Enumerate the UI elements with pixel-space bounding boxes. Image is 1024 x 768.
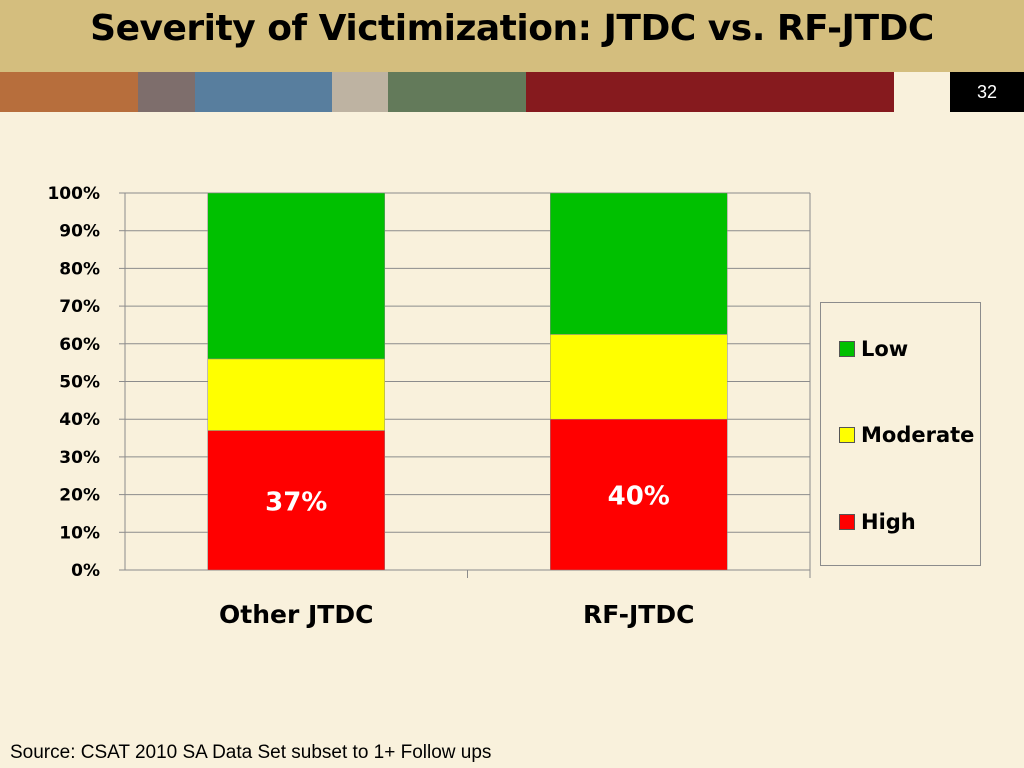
x-category-label: Other JTDC [219, 600, 373, 629]
y-tick-label: 80% [59, 259, 100, 279]
legend-item-low: Low [839, 337, 908, 361]
bar-segment-moderate [550, 334, 728, 420]
slide-number: 32 [950, 72, 1024, 112]
strip-segment [388, 72, 526, 112]
legend-item-high: High [839, 510, 916, 534]
data-label: 40% [608, 482, 670, 512]
bar-segment-low [207, 192, 385, 360]
y-tick-label: 50% [59, 373, 100, 393]
y-tick-label: 60% [59, 335, 100, 355]
legend-label: High [861, 510, 916, 534]
strip-segment [0, 72, 138, 112]
slide-title: Severity of Victimization: JTDC vs. RF-J… [90, 8, 934, 49]
bar-segment-high [207, 430, 385, 571]
y-tick-label: 40% [59, 410, 100, 430]
bar-segment-high [550, 418, 728, 571]
y-tick-label: 70% [59, 297, 100, 317]
strip-segment [332, 72, 388, 112]
legend-swatch [839, 514, 855, 530]
data-label: 37% [265, 487, 327, 517]
legend-swatch [839, 427, 855, 443]
y-tick-label: 90% [59, 222, 100, 242]
bar-segment-moderate [207, 358, 385, 431]
source-note: Source: CSAT 2010 SA Data Set subset to … [10, 742, 492, 763]
y-tick-label: 30% [59, 448, 100, 468]
legend-label: Low [861, 337, 909, 361]
y-tick-label: 20% [59, 486, 100, 506]
legend-item-moderate: Moderate [839, 423, 974, 447]
decorative-color-strip [0, 72, 1024, 112]
title-bar [0, 0, 1024, 72]
legend-label: Moderate [861, 423, 975, 447]
y-tick-label: 100% [47, 184, 100, 204]
bar-segment-low [550, 192, 728, 335]
y-tick-label: 10% [59, 523, 100, 543]
strip-segment [138, 72, 195, 112]
strip-segment [526, 72, 894, 112]
strip-segment [195, 72, 332, 112]
chart-legend: Low Moderate High [820, 302, 981, 566]
x-category-label: RF-JTDC [583, 600, 694, 629]
y-tick-label: 0% [71, 561, 100, 581]
legend-swatch [839, 341, 855, 357]
